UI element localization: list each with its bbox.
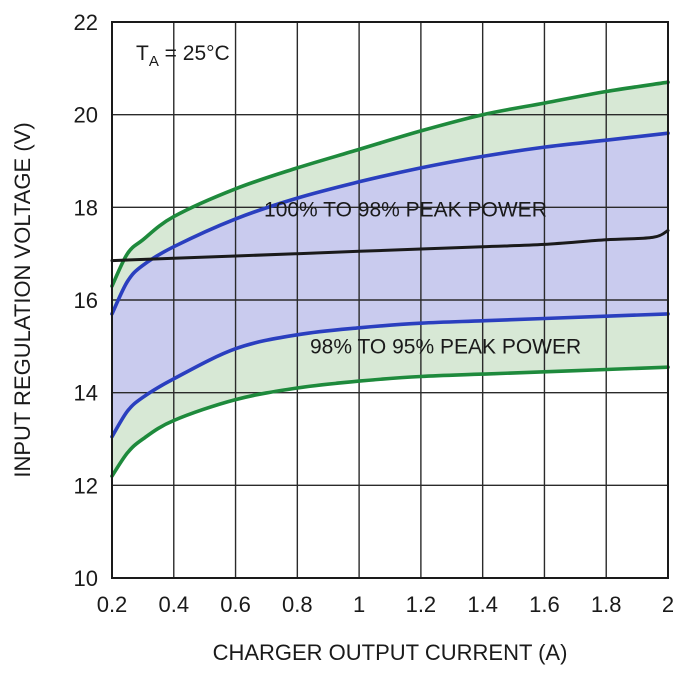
series-line-2-black (110, 229, 670, 263)
y-tick-label-0: 10 (74, 566, 98, 591)
plot-frame (111, 21, 669, 579)
band-1 (112, 133, 668, 437)
annotation-98-95-peak-power: 98% TO 95% PEAK POWER (310, 335, 581, 358)
y-tick-label-6: 22 (74, 10, 98, 35)
y-tick-label-2: 14 (74, 381, 98, 406)
x-tick-label-8: 1.8 (591, 592, 622, 617)
grid-layer (112, 22, 668, 578)
x-tick-label-0: 0.2 (97, 592, 128, 617)
series-line-0-green (110, 80, 670, 288)
condition-prefix: T (136, 42, 149, 65)
y-tick-label-3: 16 (74, 288, 98, 313)
y-tick-label-5: 20 (74, 103, 98, 128)
condition-subscript: A (149, 53, 159, 70)
bands-layer (112, 82, 668, 477)
x-tick-label-7: 1.6 (529, 592, 560, 617)
x-tick-label-4: 1 (353, 592, 365, 617)
series-line-4-green (110, 365, 670, 478)
y-tick-label-4: 18 (74, 195, 98, 220)
x-tick-label-9: 2 (662, 592, 674, 617)
x-tick-label-1: 0.4 (158, 592, 189, 617)
annotation-100-98-peak-power: 100% TO 98% PEAK POWER (264, 199, 547, 222)
condition-suffix: = 25°C (159, 42, 230, 65)
series-line-3-blue (110, 312, 670, 439)
x-tick-label-6: 1.4 (467, 592, 498, 617)
x-tick-label-5: 1.2 (406, 592, 437, 617)
ticks-layer: 0.2 0.4 0.6 0.8 1 1.2 1.4 1.6 1.8 2 10 12 14 16 18 20 22 (74, 10, 675, 617)
y-axis-label: INPUT REGULATION VOLTAGE (V) (10, 122, 35, 477)
series-line-1-blue (110, 131, 670, 316)
x-tick-label-2: 0.6 (220, 592, 251, 617)
x-axis-label: CHARGER OUTPUT CURRENT (A) (213, 640, 568, 665)
temperature-condition-label: TA = 25°C (136, 42, 230, 70)
y-tick-label-1: 12 (74, 473, 98, 498)
x-tick-label-3: 0.8 (282, 592, 313, 617)
series-layer (110, 80, 670, 478)
